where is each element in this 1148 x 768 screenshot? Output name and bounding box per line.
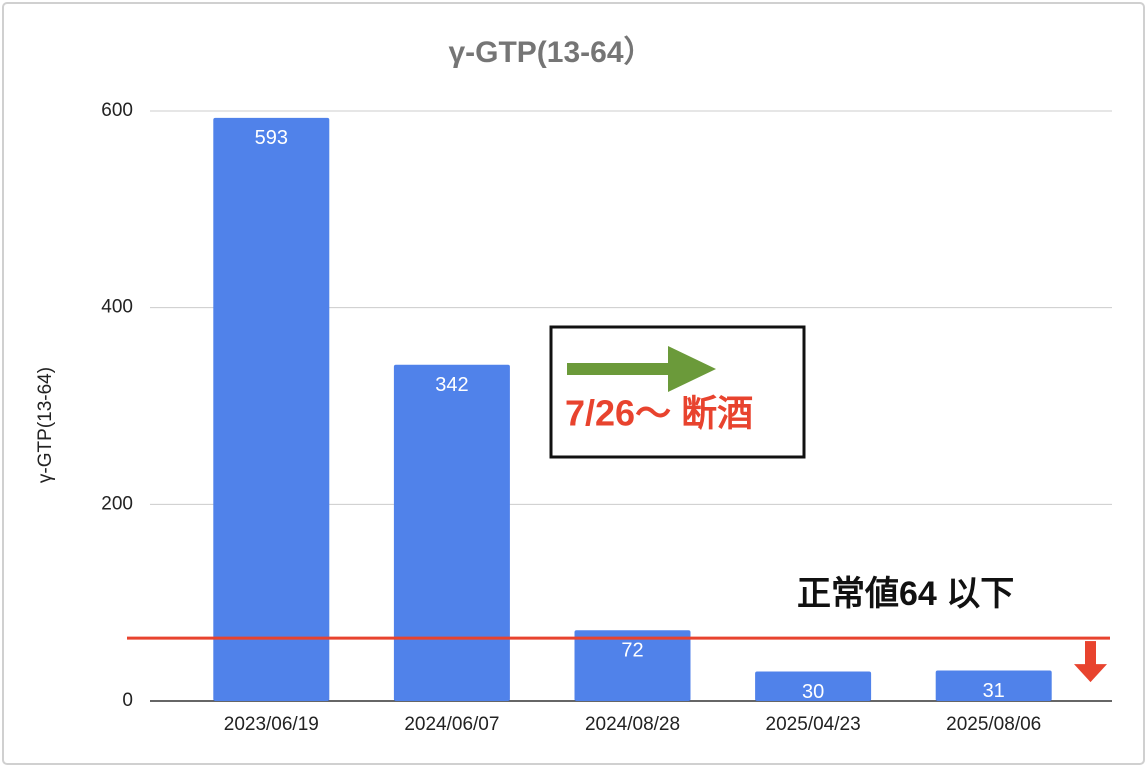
- data-label: 30: [802, 681, 824, 703]
- annotation-box: [549, 325, 806, 459]
- y-axis-label: γ-GTP(13-64): [35, 367, 56, 483]
- bar: [755, 671, 872, 701]
- arrow-head: [668, 346, 716, 392]
- arrow-shaft: [567, 363, 671, 375]
- bar: [213, 117, 330, 702]
- y-tick-label: 0: [122, 690, 133, 711]
- x-tick-label: 2023/06/19: [224, 714, 319, 735]
- reference-label: 正常値64 以下: [797, 575, 1014, 613]
- bar: [935, 670, 1052, 701]
- data-label: 342: [435, 374, 468, 396]
- x-tick-label: 2025/04/23: [766, 714, 861, 735]
- y-tick-label: 600: [101, 100, 133, 121]
- y-tick-label: 400: [101, 297, 133, 318]
- bar: [574, 630, 691, 701]
- x-tick-label: 2024/06/07: [404, 714, 499, 735]
- x-tick-label: 2024/08/28: [585, 714, 680, 735]
- annotation-text: 7/26〜 断酒: [565, 393, 753, 434]
- down-arrow-head: [1074, 664, 1107, 683]
- y-tick-label: 200: [101, 493, 133, 514]
- x-tick-label: 2025/08/06: [946, 714, 1041, 735]
- data-label: 31: [983, 680, 1005, 702]
- down-arrow-shaft: [1085, 641, 1096, 666]
- data-label: 72: [621, 639, 643, 661]
- chart-title: γ-GTP(13-64）: [448, 35, 653, 69]
- data-label: 593: [255, 127, 288, 149]
- bar: [393, 364, 510, 701]
